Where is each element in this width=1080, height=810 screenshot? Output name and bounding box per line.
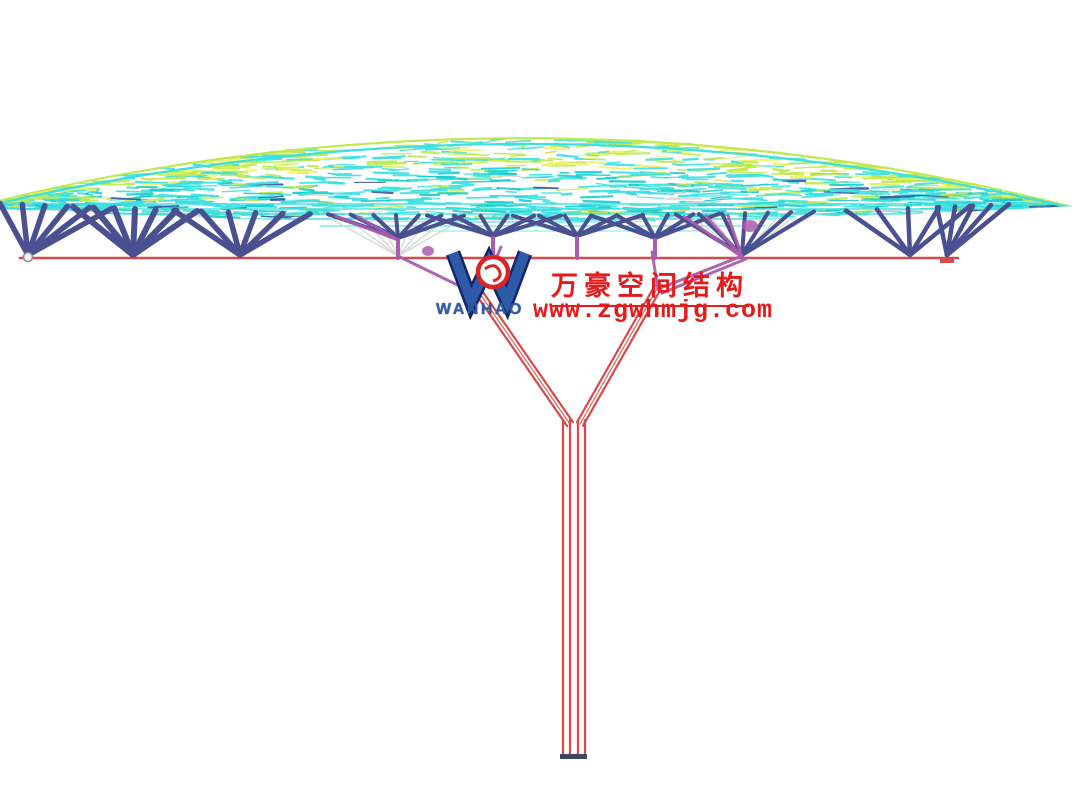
logo-wordmark: WANHAO	[436, 301, 524, 318]
logo-emblem-glyph	[484, 264, 502, 283]
logo-emblem-ring	[475, 254, 511, 290]
node-cluster	[742, 220, 758, 232]
pin-base-node	[22, 251, 34, 263]
website-url: www.zgwhmjg.com	[533, 296, 774, 325]
company-name-chinese: 万豪空间结构	[551, 264, 749, 307]
canopy-space-truss-mesh	[0, 137, 1072, 223]
wanhao-logo-icon	[445, 245, 533, 321]
tree-branch-supports	[0, 200, 1012, 263]
node-cluster	[422, 246, 434, 256]
column-base-cap	[560, 754, 587, 759]
main-y-column	[476, 284, 663, 759]
base-pad	[940, 259, 954, 263]
